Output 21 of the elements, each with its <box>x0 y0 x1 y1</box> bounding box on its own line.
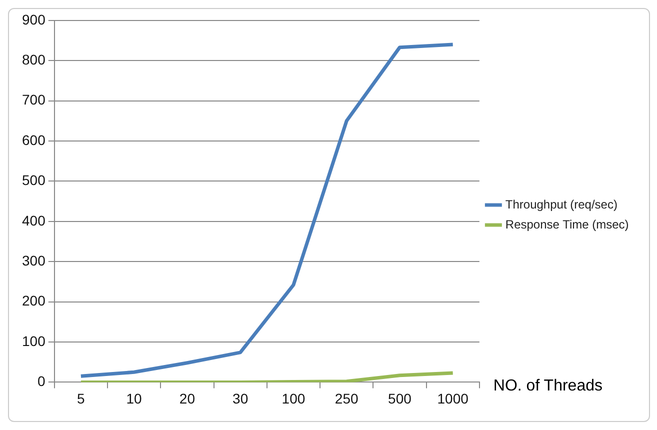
x-tick-label: 1000 <box>437 390 469 406</box>
x-tick-label: 100 <box>282 390 306 406</box>
y-tick-label: 100 <box>22 332 46 349</box>
y-tick-label: 800 <box>22 51 46 68</box>
y-tick-label: 700 <box>22 92 46 108</box>
y-tick-label: 600 <box>22 132 46 148</box>
x-axis-title: NO. of Threads <box>493 378 603 395</box>
x-tick-label: 500 <box>388 390 412 406</box>
x-tick-label: 10 <box>126 390 142 406</box>
legend-label: Throughput (req/sec) <box>505 197 618 212</box>
legend-label: Response Time (msec) <box>505 217 629 232</box>
y-tick-label: 500 <box>22 172 46 188</box>
y-tick-label: 0 <box>38 373 46 390</box>
x-tick-label: 20 <box>179 390 196 406</box>
y-tick-label: 900 <box>22 11 46 28</box>
y-tick-label: 400 <box>22 212 46 228</box>
y-tick-label: 200 <box>22 292 46 309</box>
y-tick-label: 300 <box>22 252 46 268</box>
x-tick-label: 30 <box>232 390 248 406</box>
x-tick-label: 5 <box>77 390 86 406</box>
x-tick-label: 250 <box>334 390 358 406</box>
